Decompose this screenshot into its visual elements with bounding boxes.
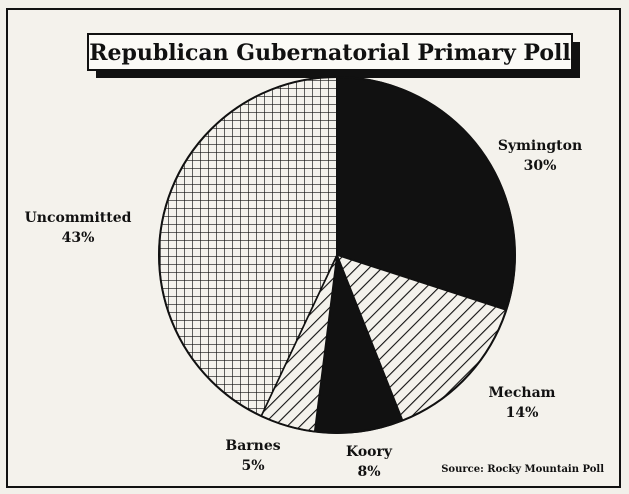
label-symington-name: Symington — [498, 138, 582, 154]
label-barnes-value: 5% — [241, 458, 264, 474]
label-mecham-name: Mecham — [489, 385, 556, 401]
pie-outline — [158, 76, 516, 434]
label-mecham-value: 14% — [506, 405, 539, 421]
label-uncommitted-name: Uncommitted — [25, 210, 132, 226]
chart-title: Republican Gubernatorial Primary Poll — [89, 40, 571, 66]
pie-slices — [158, 76, 516, 434]
label-barnes-name: Barnes — [225, 438, 280, 454]
title-box — [87, 33, 573, 71]
label-koory-value: 8% — [357, 464, 380, 480]
source-note: Source: Rocky Mountain Poll — [441, 464, 604, 475]
label-symington-value: 30% — [524, 158, 557, 174]
label-uncommitted-value: 43% — [62, 230, 95, 246]
label-koory-name: Koory — [346, 444, 393, 460]
